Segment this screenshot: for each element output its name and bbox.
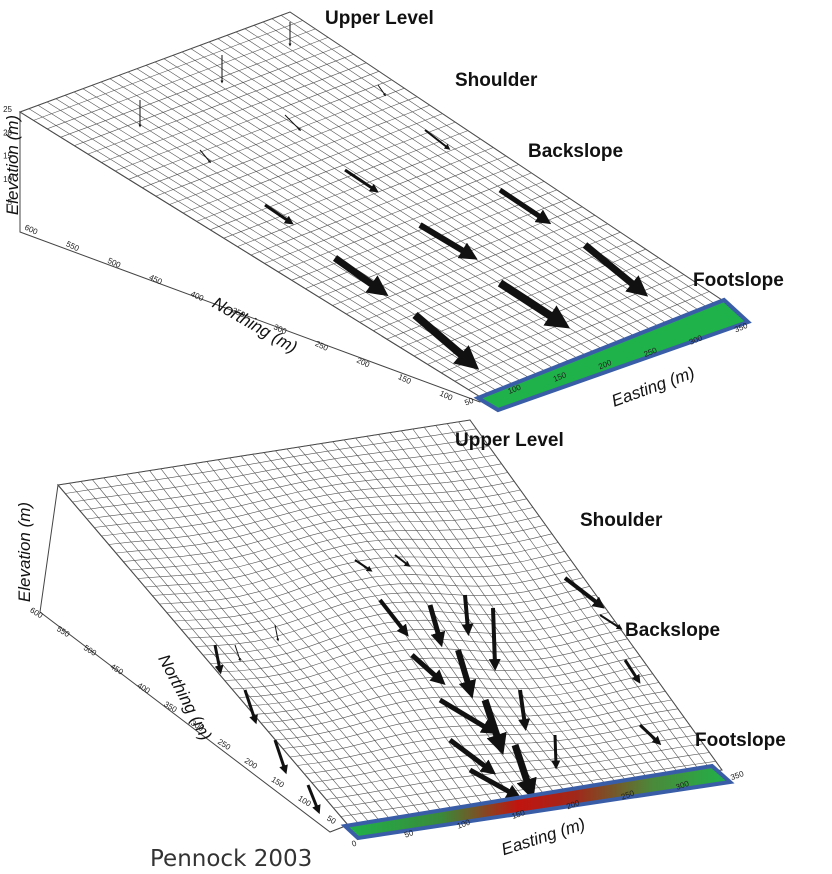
axis-title: Easting (m)	[499, 814, 588, 859]
tick-label: 350	[729, 769, 745, 782]
figure: Pennock 2003 Upper Level Shoulder Backslop…	[0, 0, 832, 874]
slope-label: Upper Level	[455, 430, 564, 451]
axis-title: Elevation (m)	[15, 502, 34, 602]
slope-label: Backslope	[625, 620, 720, 641]
slope-label: Footslope	[695, 730, 786, 751]
tick-label: 25	[3, 105, 12, 114]
slope-label: Shoulder	[580, 510, 663, 531]
tick-label: 10	[3, 175, 12, 184]
slope-label: Footslope	[693, 270, 784, 291]
tick-label: 15	[3, 152, 12, 161]
tick-label: 0	[351, 838, 359, 848]
tick-label: 20	[3, 128, 12, 137]
slope-label: Upper Level	[325, 8, 434, 29]
axis-title: Easting (m)	[609, 363, 697, 411]
flow-arrow	[555, 735, 556, 765]
caption: Pennock 2003	[150, 846, 312, 872]
slope-label: Backslope	[528, 141, 623, 162]
tick-label: 5	[8, 198, 13, 207]
slope-label: Shoulder	[455, 70, 538, 91]
flow-arrow	[493, 608, 495, 665]
